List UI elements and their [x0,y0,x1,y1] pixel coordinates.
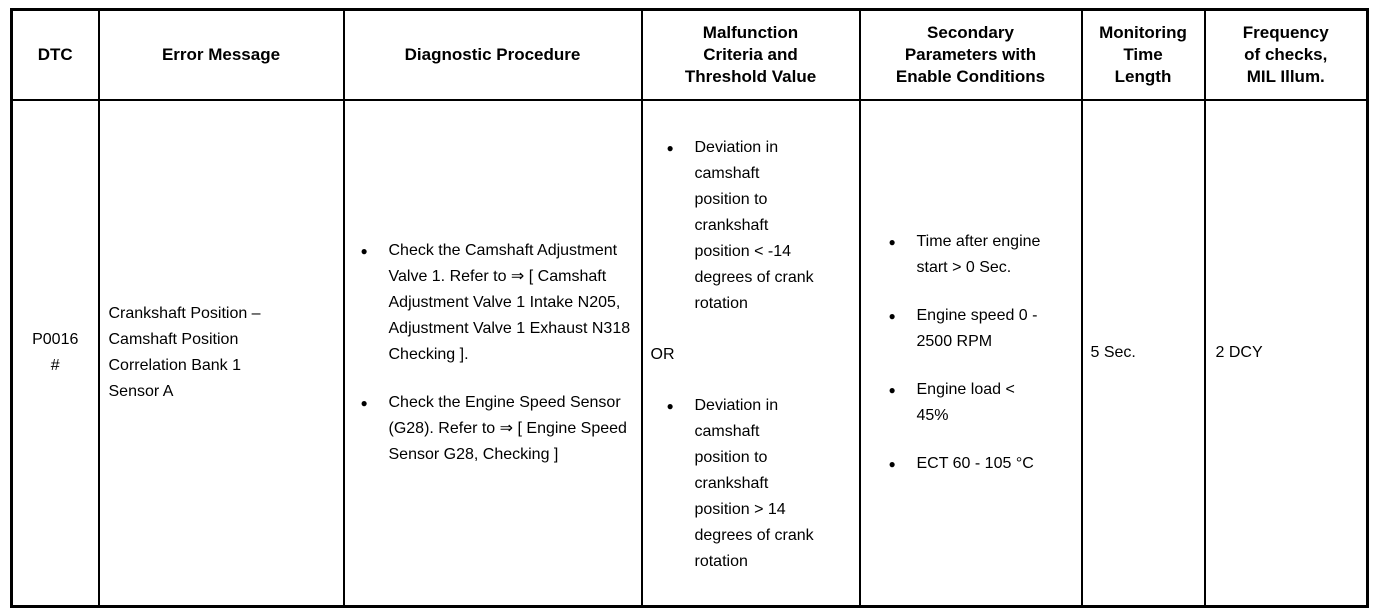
dtc-table: DTC Error Message Diagnostic Procedure M… [10,8,1369,608]
header-diagnostic-procedure: Diagnostic Procedure [342,8,643,101]
cell-monitoring-time: 5 Sec. [1080,98,1206,608]
header-secondary-parameters: Secondary Parameters with Enable Conditi… [858,8,1083,101]
list-item: ● Time after engine start > 0 Sec. [889,229,1043,281]
list-item: ● Check the Engine Speed Sensor (G28). R… [361,390,633,468]
secondary-parameter-2: Engine speed 0 - 2500 RPM [916,306,1038,350]
header-row: DTC Error Message Diagnostic Procedure M… [10,8,1369,101]
header-frequency-of-checks: Frequency of checks, MIL Illum. [1203,8,1369,101]
bullet-icon: ● [360,395,368,410]
diagnostic-step-2: Check the Engine Speed Sensor (G28). Ref… [388,393,627,463]
secondary-parameter-3: Engine load < 45% [916,380,1015,424]
secondary-parameter-4: ECT 60 - 105 °C [916,454,1034,472]
cell-malfunction-criteria: ● Deviation in camshaft position to cran… [640,98,861,608]
list-item: ● ECT 60 - 105 °C [889,451,1043,477]
list-item: ● Check the Camshaft Adjustment Valve 1.… [361,238,633,368]
secondary-parameter-1: Time after engine start > 0 Sec. [916,232,1041,276]
bullet-icon: ● [888,308,896,323]
bullet-icon: ● [888,234,896,249]
cell-secondary-parameters: ● Time after engine start > 0 Sec. ● Eng… [858,98,1083,608]
table-row: P0016 # Crankshaft Position – Camshaft P… [10,98,1369,608]
list-item: ● Deviation in camshaft position to cran… [667,393,817,575]
cell-diagnostic-procedure: ● Check the Camshaft Adjustment Valve 1.… [342,98,643,608]
bullet-icon: ● [360,243,368,258]
bullet-icon: ● [888,456,896,471]
header-malfunction-criteria: Malfunction Criteria and Threshold Value [640,8,861,101]
or-connector: OR [650,346,675,364]
cell-frequency-of-checks: 2 DCY [1203,98,1369,608]
header-monitoring-time: Monitoring Time Length [1080,8,1206,101]
cell-dtc-code: P0016 # [10,98,100,608]
bullet-icon: ● [666,141,674,156]
list-item: ● Deviation in camshaft position to cran… [667,135,817,317]
list-item: ● Engine speed 0 - 2500 RPM [889,303,1043,355]
cell-error-message: Crankshaft Position – Camshaft Position … [97,98,345,608]
malfunction-criterion-2: Deviation in camshaft position to cranks… [694,397,814,571]
header-error-message: Error Message [97,8,345,101]
bullet-icon: ● [888,382,896,397]
header-dtc: DTC [10,8,100,101]
diagnostic-step-1: Check the Camshaft Adjustment Valve 1. R… [388,241,631,363]
list-item: ● Engine load < 45% [889,377,1043,429]
bullet-icon: ● [666,399,674,414]
malfunction-criterion-1: Deviation in camshaft position to cranks… [694,139,814,313]
